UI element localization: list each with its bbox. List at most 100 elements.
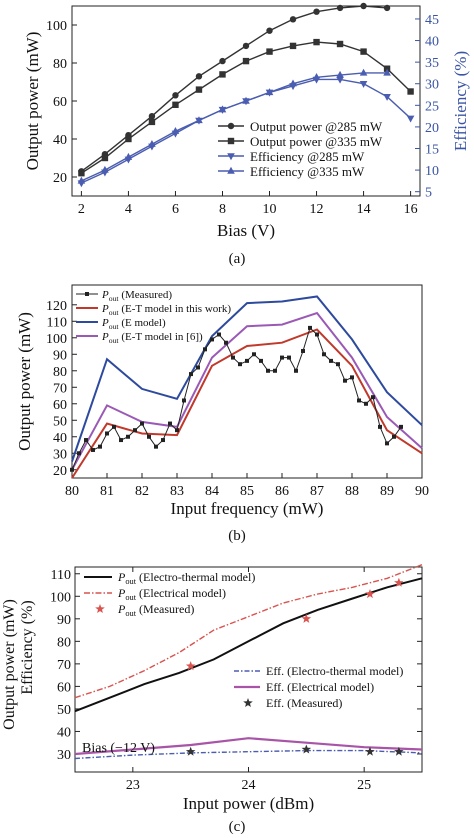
panel-a-marker [359,68,368,76]
panel-b-xtick-label: 89 [380,484,394,499]
panel-a-marker [195,73,203,80]
panel-a-marker [312,73,321,80]
panel-c-annotation: Bias (−12 V) [82,741,155,756]
panel-b-legend-label: Pout (E-T model in this work) [101,303,231,317]
panel-b-legend-label: Pout (E model) [101,317,166,331]
panel-a-marker [289,16,297,23]
panel-a-legend-label: Efficiency @285 mW [250,149,365,164]
panel-b-marker [357,398,361,403]
panel-c-legend-label: Pout (Electro-thermal model) [117,570,255,586]
panel-b-marker [385,441,389,446]
panel-c-marker [365,589,375,599]
panel-b-ytick-label: 100 [46,332,67,347]
panel-a-xtick-label: 12 [310,202,324,217]
panel-b-marker [133,428,137,433]
panel-b-series-line [71,328,423,479]
panel-a-ytick-right-label: 10 [425,164,439,179]
panel-b-xtick-label: 87 [310,484,324,499]
panel-a-marker [242,96,250,104]
panel-a-legend-marker [227,137,235,145]
panel-a-xtick-label: 6 [172,202,179,217]
panel-a-marker [360,2,367,10]
panel-c-ytick-label: 80 [57,635,71,650]
panel-b-marker [189,372,193,377]
panel-a-marker [313,8,320,15]
panel-c-marker [394,577,404,587]
panel-b-marker [259,358,263,363]
panel-b-marker [350,375,354,380]
panel-a-marker [171,127,180,134]
panel-b-marker [105,431,109,436]
panel-b-legend-label: Pout (E-T model in [6]) [101,331,203,345]
panel-a-marker [77,176,86,184]
panel-b-xtick-label: 80 [65,484,79,499]
panel-b-marker [70,467,74,472]
panel-a-marker [148,118,156,126]
panel-a-ytick-right-label: 35 [425,56,439,71]
panel-c-xtick-label: 24 [242,778,256,793]
panel-b-xtick-label: 85 [240,484,254,499]
panel-b-marker [217,332,221,337]
panel-a-marker [383,68,391,76]
panel-b-marker [322,352,326,357]
panel-b-xtick-label: 81 [100,484,114,499]
panel-b-marker [252,352,256,357]
panel-a-ytick-right-label: 30 [425,78,439,93]
panel-a-marker [242,57,250,65]
panel-b-marker [294,368,298,373]
panel-a-ytick-label: 40 [53,133,67,148]
panel-a-marker [172,92,179,99]
panel-c-legend-label: Pout (Measured) [117,602,194,618]
panel-b-marker [378,424,382,429]
panel-b-marker [147,434,151,439]
panel-b-marker [371,395,375,400]
panel-b-xtick-label: 84 [205,484,219,499]
panel-b-marker [280,355,284,360]
panel-b-marker [287,355,291,360]
panel-a-legend-marker [227,122,235,130]
panel-b-marker [77,451,81,456]
panel-b-series-line [71,326,402,470]
panel-b-marker [203,347,207,352]
panel-a-xtick-label: 14 [357,202,371,217]
panel-a-marker [336,40,344,48]
panel-a-legend-label: Output power @285 mW [250,119,383,134]
panel-c-legend-marker [243,698,253,707]
panel-a-marker [124,152,133,160]
panel-c-series-line [74,737,423,756]
panel-b-marker [224,340,228,345]
panel-c-ytick-label: 50 [57,703,71,718]
panel-b-ytick-label: 50 [53,414,67,429]
panel-c-ylabel2: Efficiency (%) [19,600,36,694]
panel-b-ytick-label: 30 [53,447,67,462]
panel-b-marker [154,444,158,449]
panel-b-marker [119,438,123,443]
panel-b-xtick-label: 88 [345,484,359,499]
panel-a-marker [101,165,109,173]
panel-c-ytick-label: 60 [57,680,71,695]
panel-c-marker [365,746,375,756]
panel-c-label: (c) [229,819,246,835]
panel-a-marker [359,81,368,88]
panel-a-marker [383,93,391,101]
panel-b-marker [301,348,305,353]
panel-c-xlabel: Input power (dBm) [183,794,314,813]
panel-b-legend-label: Pout (Measured) [101,289,172,303]
panel-b-marker [98,444,102,449]
panel-b-marker [210,337,214,342]
panel-b-marker [245,358,249,363]
panel-c-marker [301,613,312,623]
panel-a-marker [195,86,203,93]
panel-b-marker [168,421,172,426]
panel-a-xtick-label: 2 [78,202,85,217]
panel-b-xtick-label: 83 [170,484,184,499]
panel-c-ytick-label: 70 [57,658,71,673]
panel-a-marker [125,135,132,143]
panel-b-marker [336,362,340,367]
panel-b-marker [161,438,165,443]
panel-c-legend-label: Pout (Electrical model) [117,586,226,602]
panel-b-label: (b) [228,528,246,544]
panel-b-marker [266,368,270,373]
panel-b-xlabel: Input frequency (mW) [171,499,324,518]
panel-a-marker [195,116,203,124]
